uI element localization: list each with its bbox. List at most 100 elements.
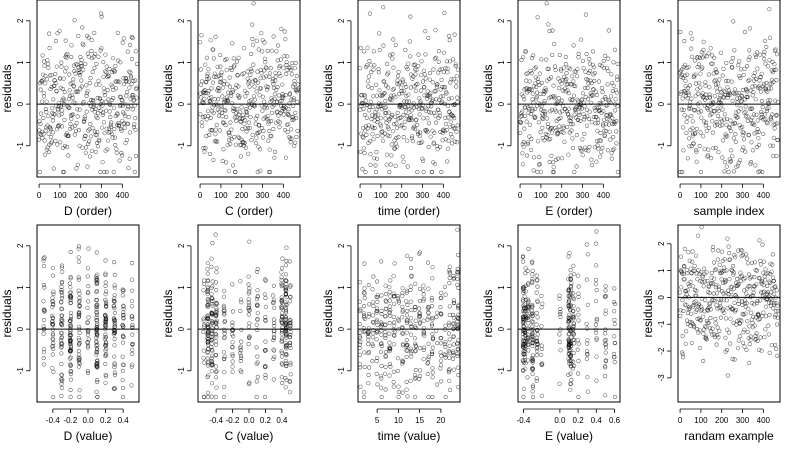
- residual-point: [396, 73, 401, 79]
- residual-point: [562, 74, 567, 79]
- residual-point: [366, 84, 371, 89]
- residual-point: [568, 115, 574, 120]
- residual-point: [423, 52, 428, 57]
- residual-point: [524, 119, 529, 124]
- residual-point: [520, 109, 525, 114]
- residual-point: [763, 267, 768, 272]
- residual-point: [272, 155, 277, 160]
- residual-point: [693, 299, 698, 304]
- residual-point: [714, 120, 719, 125]
- residual-point: [745, 118, 750, 123]
- residual-point: [774, 78, 779, 83]
- residual-point: [757, 276, 762, 281]
- residual-point: [112, 285, 117, 290]
- residual-point: [124, 93, 129, 98]
- residual-point: [380, 129, 385, 134]
- residual-point: [580, 58, 585, 63]
- residual-point: [730, 55, 735, 61]
- residual-point: [280, 82, 285, 87]
- residual-point: [557, 332, 562, 337]
- residual-point: [558, 309, 563, 315]
- residual-point: [772, 126, 777, 131]
- residual-point: [231, 56, 236, 61]
- y-tick-label: 1: [337, 60, 346, 65]
- residual-point: [115, 30, 120, 35]
- residual-point: [210, 326, 215, 331]
- residual-point: [246, 324, 251, 329]
- residual-point: [394, 135, 399, 141]
- residual-point: [383, 83, 389, 88]
- residual-point: [66, 133, 71, 138]
- residual-point: [94, 133, 99, 138]
- residual-point: [524, 78, 529, 83]
- residual-point: [532, 106, 538, 111]
- residual-point: [390, 56, 395, 61]
- residual-point: [379, 332, 384, 337]
- residual-point: [455, 271, 460, 276]
- residual-point: [68, 377, 73, 382]
- y-axis-title: residuals: [161, 64, 175, 112]
- residual-point: [532, 115, 537, 120]
- residual-point: [538, 91, 543, 96]
- residual-point: [696, 91, 701, 96]
- residual-point: [112, 69, 117, 74]
- residual-point: [247, 335, 252, 340]
- residual-point: [539, 57, 544, 62]
- residual-point: [426, 315, 431, 320]
- residual-point: [713, 78, 718, 83]
- residual-point: [202, 149, 207, 154]
- residual-point: [430, 345, 435, 350]
- residual-point: [446, 115, 451, 120]
- residual-point: [41, 258, 46, 263]
- residual-point: [104, 304, 109, 309]
- residual-point: [279, 321, 285, 326]
- residual-point: [603, 393, 608, 398]
- residual-point: [247, 289, 252, 294]
- residual-point: [120, 354, 125, 359]
- residual-point: [248, 72, 253, 77]
- residual-point: [737, 73, 742, 78]
- residual-point: [598, 154, 603, 159]
- residual-point: [246, 291, 251, 296]
- residual-point: [571, 359, 576, 364]
- residual-point: [48, 134, 54, 140]
- residual-point: [96, 54, 101, 59]
- residual-point: [212, 103, 217, 108]
- residual-point: [765, 283, 770, 288]
- residual-point: [443, 85, 448, 90]
- residual-point: [73, 128, 79, 133]
- x-tick-label: 0: [358, 191, 363, 200]
- residual-point: [68, 348, 73, 353]
- residual-point: [566, 288, 571, 293]
- residual-point: [738, 278, 743, 284]
- residual-point: [247, 286, 252, 291]
- residual-point: [454, 140, 460, 145]
- residual-point: [362, 364, 367, 370]
- residual-point: [271, 377, 276, 382]
- residual-point: [429, 104, 434, 109]
- residual-point: [215, 88, 220, 93]
- residual-point: [78, 69, 83, 75]
- residual-point: [426, 260, 431, 265]
- residual-point: [362, 94, 368, 99]
- residual-point: [206, 361, 211, 366]
- residual-point: [698, 85, 703, 90]
- y-tick-label: -1: [657, 320, 666, 328]
- residual-point: [443, 292, 448, 297]
- residual-point: [449, 77, 454, 82]
- residual-point: [428, 70, 433, 76]
- residual-point: [238, 368, 243, 373]
- residual-point: [418, 320, 423, 325]
- residual-point: [121, 313, 126, 318]
- residual-point: [242, 121, 247, 126]
- residual-point: [438, 144, 443, 149]
- residual-point: [539, 346, 544, 351]
- residual-point: [731, 136, 736, 141]
- residual-point: [83, 61, 88, 67]
- residual-point: [730, 306, 735, 311]
- residual-point: [370, 342, 375, 347]
- residual-point: [603, 53, 608, 58]
- residual-point: [413, 304, 418, 310]
- residual-point: [127, 85, 132, 90]
- residual-point: [257, 129, 262, 135]
